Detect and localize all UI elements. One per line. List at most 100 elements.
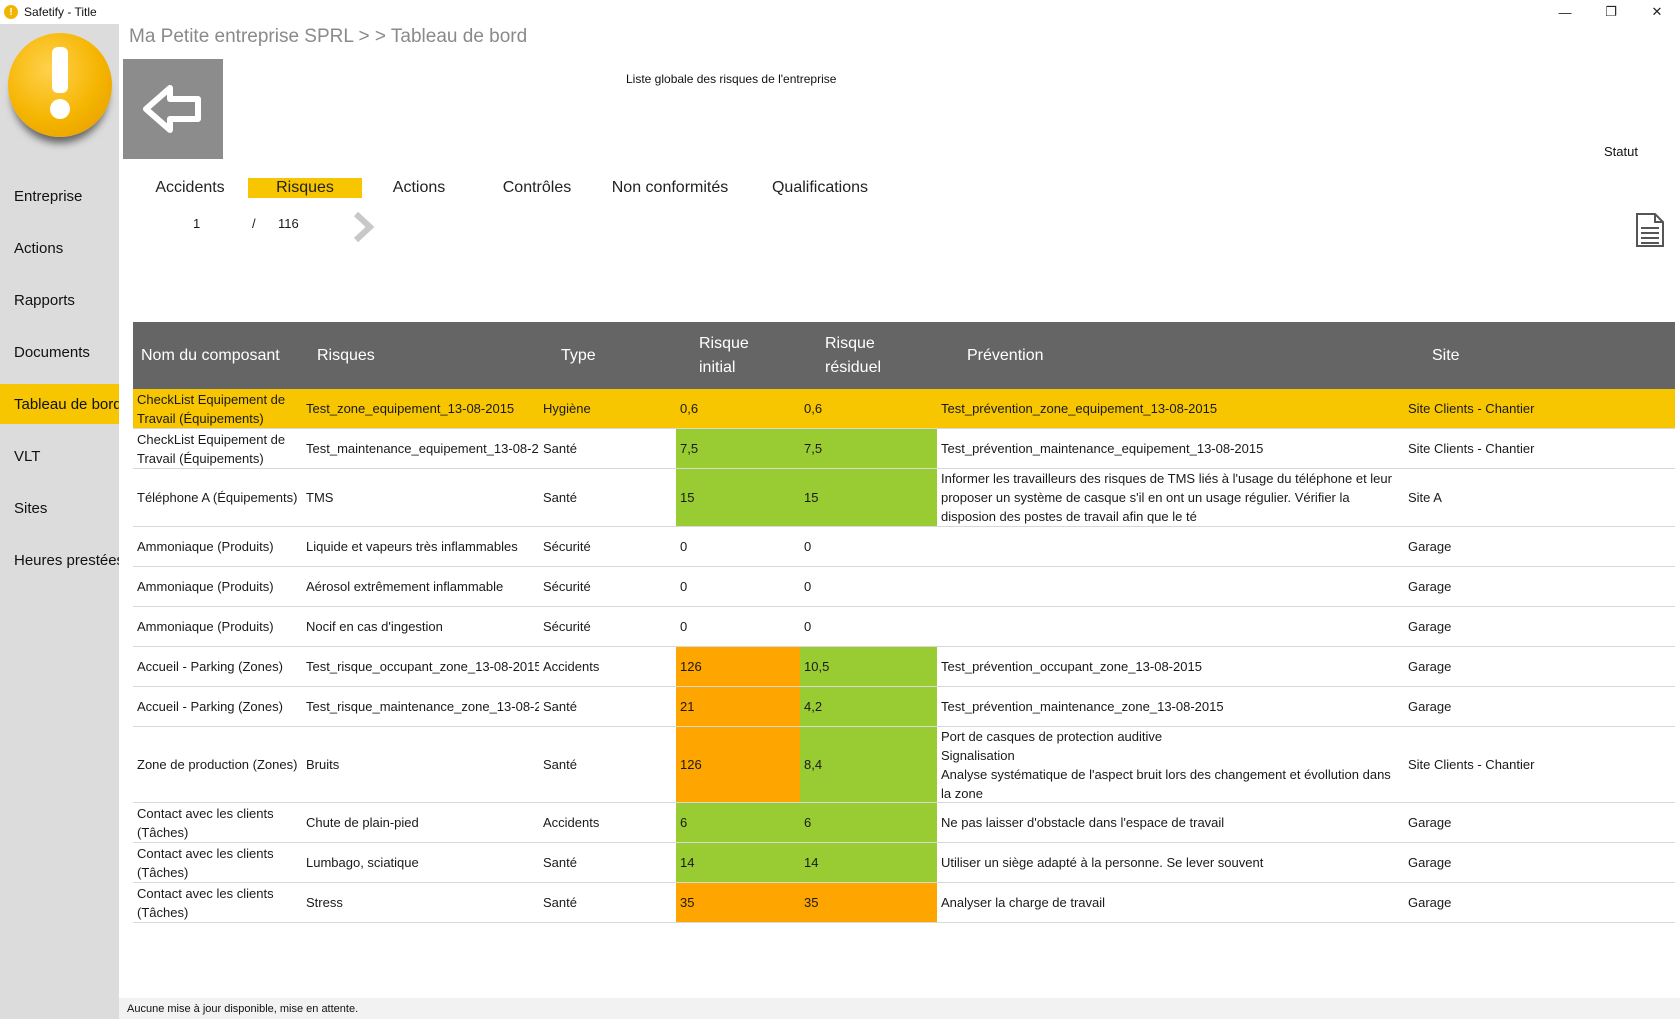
cell-risque-residuel: 0 xyxy=(804,579,812,594)
table-row[interactable]: CheckList Equipement de Travail (Équipem… xyxy=(133,389,1675,429)
cell-risque-residuel: 8,4 xyxy=(800,727,937,802)
cell-risque-initial: 7,5 xyxy=(676,429,800,468)
arrow-left-icon xyxy=(143,85,201,133)
restore-button[interactable]: ❐ xyxy=(1605,4,1617,19)
column-header-nom[interactable]: Nom du composant xyxy=(141,346,280,364)
column-header-prevention[interactable]: Prévention xyxy=(967,346,1044,364)
cell-risque: Liquide et vapeurs très inflammables xyxy=(306,539,518,554)
cell-site: Garage xyxy=(1408,539,1452,554)
table-row[interactable]: Ammoniaque (Produits) Aérosol extrêmement… xyxy=(133,567,1675,607)
cell-nom: Ammoniaque (Produits) xyxy=(137,539,274,554)
cell-nom: Ammoniaque (Produits) xyxy=(137,579,274,594)
tab-actions[interactable]: Actions xyxy=(392,179,446,196)
cell-nom: Téléphone A (Équipements) xyxy=(137,490,298,505)
table-row[interactable]: Accueil - Parking (Zones) Test_risque_mai… xyxy=(133,687,1675,727)
column-header-site[interactable]: Site xyxy=(1432,346,1460,364)
cell-risque: TMS xyxy=(306,490,334,505)
table-row[interactable]: Zone de production (Zones) Bruits Santé 126… xyxy=(133,727,1675,803)
table-row[interactable]: Contact avec les clients (Tâches) Stress S… xyxy=(133,883,1675,923)
sidebar-item-entreprise[interactable]: Entreprise xyxy=(14,187,83,205)
cell-prevention xyxy=(937,607,1404,646)
statut-label: Statut xyxy=(1604,144,1638,159)
cell-prevention xyxy=(937,567,1404,606)
tab-non-conformites[interactable]: Non conformités xyxy=(611,179,729,196)
cell-risque-residuel: 14 xyxy=(800,843,937,882)
cell-risque-initial: 6 xyxy=(676,803,800,842)
cell-site: Garage xyxy=(1408,815,1452,830)
column-header-risque-initial[interactable]: Risque initial xyxy=(699,334,749,376)
cell-risque-initial: 126 xyxy=(676,647,800,686)
cell-prevention: Test_prévention_maintenance_zone_13-08-2… xyxy=(941,699,1224,714)
cell-nom: CheckList Equipement de Travail (Équipem… xyxy=(137,391,286,426)
status-bar: Aucune mise à jour disponible, mise en a… xyxy=(119,998,1680,1019)
cell-nom: CheckList Equipement de Travail (Équipem… xyxy=(137,431,286,466)
sidebar-item-rapports[interactable]: Rapports xyxy=(14,291,75,309)
cell-risque-initial: 21 xyxy=(676,687,800,726)
cell-nom: Contact avec les clients (Tâches) xyxy=(137,845,274,880)
back-button[interactable] xyxy=(123,59,223,159)
cell-type: Santé xyxy=(543,895,577,910)
sidebar-item-heures-prestees[interactable]: Heures prestées xyxy=(14,551,119,569)
title-bar: ! Safetify - Title — ❐ ✕ xyxy=(0,0,1680,24)
cell-risque-initial: 14 xyxy=(676,843,800,882)
cell-risque: Stress xyxy=(306,895,343,910)
sidebar-item-sites[interactable]: Sites xyxy=(14,499,48,517)
table-row[interactable]: Contact avec les clients (Tâches) Lumbago… xyxy=(133,843,1675,883)
cell-site: Garage xyxy=(1408,699,1452,714)
cell-risque: Aérosol extrêmement inflammable xyxy=(306,579,504,594)
table-row[interactable]: Contact avec les clients (Tâches) Chute d… xyxy=(133,803,1675,843)
close-button[interactable]: ✕ xyxy=(1651,4,1663,19)
chevron-right-icon[interactable] xyxy=(350,210,376,244)
cell-risque-initial: 35 xyxy=(676,883,800,922)
column-header-type[interactable]: Type xyxy=(561,346,596,364)
cell-site: Garage xyxy=(1408,619,1452,634)
cell-site: Garage xyxy=(1408,855,1452,870)
cell-site: Site A xyxy=(1408,490,1442,505)
table-row[interactable]: Téléphone A (Équipements) TMS Santé 15 15 Inf… xyxy=(133,469,1675,527)
sidebar-item-actions[interactable]: Actions xyxy=(14,239,64,257)
table-row[interactable]: Ammoniaque (Produits) Nocif en cas d'inge… xyxy=(133,607,1675,647)
tab-qualifications[interactable]: Qualifications xyxy=(771,179,869,196)
cell-risque-residuel: 0,6 xyxy=(804,401,823,416)
cell-risque-initial: 0 xyxy=(680,619,688,634)
sidebar-item-documents[interactable]: Documents xyxy=(14,343,90,361)
sidebar-item-tableau-de-bord[interactable]: Tableau de bord xyxy=(0,384,119,424)
cell-type: Santé xyxy=(543,441,577,456)
table-row[interactable]: Ammoniaque (Produits) Liquide et vapeurs … xyxy=(133,527,1675,567)
sidebar-item-vlt[interactable]: VLT xyxy=(14,447,41,465)
cell-type: Hygiène xyxy=(543,401,591,416)
cell-risque-residuel: 7,5 xyxy=(800,429,937,468)
cell-risque-residuel: 0 xyxy=(804,619,812,634)
cell-type: Santé xyxy=(543,855,577,870)
column-header-risque-residuel[interactable]: Risque résiduel xyxy=(825,334,882,376)
cell-risque-residuel: 6 xyxy=(800,803,937,842)
cell-nom: Contact avec les clients (Tâches) xyxy=(137,885,274,920)
cell-risque-initial: 0,6 xyxy=(680,401,699,416)
pager-separator: / xyxy=(252,216,256,231)
table-row[interactable]: Accueil - Parking (Zones) Test_risque_occ… xyxy=(133,647,1675,687)
tab-risques[interactable]: Risques xyxy=(248,178,362,198)
minimize-button[interactable]: — xyxy=(1558,4,1572,20)
cell-prevention: Test_prévention_maintenance_equipement_1… xyxy=(941,441,1264,456)
risks-table: Nom du composant Risques Type Risque ini… xyxy=(133,322,1675,923)
cell-risque-residuel: 4,2 xyxy=(800,687,937,726)
cell-risque-residuel: 10,5 xyxy=(800,647,937,686)
cell-risque-initial: 126 xyxy=(676,727,800,802)
cell-prevention: Analyser la charge de travail xyxy=(941,895,1106,910)
column-header-risques[interactable]: Risques xyxy=(317,346,375,364)
cell-nom: Accueil - Parking (Zones) xyxy=(137,659,283,674)
cell-risque-initial: 0 xyxy=(680,539,688,554)
tab-controles[interactable]: Contrôles xyxy=(502,179,572,196)
cell-prevention: Test_prévention_zone_equipement_13-08-20… xyxy=(941,401,1218,416)
cell-prevention xyxy=(937,527,1404,566)
breadcrumb: Ma Petite entreprise SPRL > > Tableau de… xyxy=(129,26,528,47)
cell-risque: Nocif en cas d'ingestion xyxy=(306,619,443,634)
cell-type: Sécurité xyxy=(543,579,591,594)
cell-type: Accidents xyxy=(543,815,600,830)
table-header: Nom du composant Risques Type Risque ini… xyxy=(133,322,1675,389)
table-row[interactable]: CheckList Equipement de Travail (Équipem… xyxy=(133,429,1675,469)
tab-accidents[interactable]: Accidents xyxy=(155,179,225,196)
document-icon[interactable] xyxy=(1635,212,1665,248)
cell-prevention: Test_prévention_occupant_zone_13-08-2015 xyxy=(941,659,1202,674)
